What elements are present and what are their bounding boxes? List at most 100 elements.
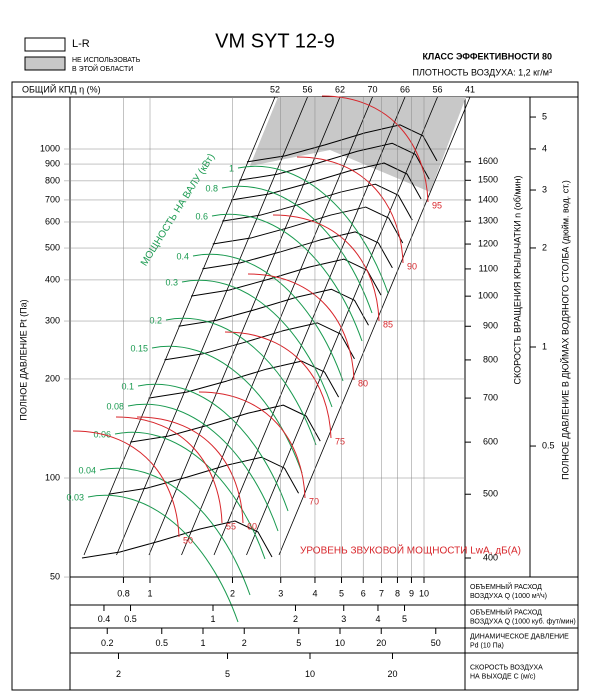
legend-swatch [24,56,66,71]
rpm-tick-label: 1200 [478,238,498,248]
power-curve [165,317,317,446]
efficiency-line [213,96,406,556]
title: VM SYT 12-9 [215,30,335,52]
efficiency-line [148,96,341,556]
sound-curve [198,391,306,499]
x-tick-label: 4 [312,588,317,598]
inch-tick-label: 1 [542,341,547,351]
rpm-tick-label: 500 [483,489,498,499]
inch-title: ПОЛНОЕ ДАВЛЕНИЕ В ДЮЙМАХ ВОДЯНОГО СТОЛБА… [559,180,570,480]
rpm-tick-label: 900 [483,321,498,331]
power-label: 1 [229,163,234,173]
rpm-tick-label: 1500 [478,175,498,185]
x-tick-label: 3 [341,614,346,624]
power-curve [114,431,266,560]
fan-curve [230,162,422,201]
x-tick-label: 4 [375,614,380,624]
sound-label: 70 [309,496,319,506]
fan-curve [108,456,299,495]
y-tick-label: 500 [45,242,60,252]
power-curve [237,165,389,294]
axis-title: ОБЪЕМНЫЙ РАСХОД ВОЗДУХА Q (1000 м³/ч) [470,582,547,600]
y-axis-title: ПОЛНОЕ ДАВЛЕНИЕ Pt (Па) [18,299,28,420]
x-tick-label: 0.5 [124,614,137,624]
efficiency-label: 56 [432,84,442,94]
x-tick-label: 9 [409,588,414,598]
legend-text: НЕ ИСПОЛЬЗОВАТЬ [72,57,141,64]
y-tick-label: 1000 [40,143,60,153]
y-tick-label: 600 [45,216,60,226]
inch-tick-label: 5 [542,111,547,121]
x-tick-label: 0.2 [101,638,114,648]
x-tick-label: 2 [293,614,298,624]
efficiency-label: 70 [367,84,377,94]
sound-label: 55 [226,521,236,531]
sound-label: 95 [432,200,442,210]
power-label: 0.08 [106,401,124,411]
rpm-tick-label: 700 [483,392,498,402]
power-label: 0.2 [149,315,162,325]
rpm-tick-label: 1400 [478,194,498,204]
sound-label: 90 [407,261,417,271]
sound-curve [115,416,223,524]
fan-curve [202,231,393,270]
power-label: 0.03 [66,492,84,502]
x-tick-label: 5 [339,588,344,598]
y-tick-label: 100 [45,472,60,482]
sound-curve [247,273,355,381]
rpm-tick-label: 600 [483,437,498,447]
sound-curve [272,214,380,322]
y-tick-label: 900 [45,158,60,168]
x-tick-label: 8 [395,588,400,598]
power-curve [192,253,344,382]
x-tick-label: 1 [147,588,152,598]
inch-tick-label: 0.5 [542,440,555,450]
x-tick-label: 5 [402,614,407,624]
x-tick-label: 0.4 [98,614,111,624]
axis-title: ДИНАМИЧЕСКОЕ ДАВЛЕНИЕ Pd (10 Па) [470,633,569,649]
y-tick-label: 400 [45,274,60,284]
efficiency-label: 52 [270,84,280,94]
x-tick-label: 20 [376,638,386,648]
x-tick-label: 1 [210,614,215,624]
sound-curve [72,430,180,538]
power-label: 0.15 [130,343,148,353]
fan-curve [222,183,413,222]
inch-tick-label: 4 [542,143,547,153]
power-label: 0.6 [195,211,208,221]
power-label: 0.4 [176,251,189,261]
y-tick-label: 800 [45,175,60,185]
fan-curve [164,322,355,361]
rpm-tick-label: 1100 [479,263,498,273]
rpm-tick-label: 800 [483,354,498,364]
y-tick-label: 300 [45,315,60,325]
sound-label: 75 [335,436,345,446]
sound-label: 60 [247,521,257,531]
y-tick-label: 200 [45,373,60,383]
rpm-tick-label: 1300 [478,216,498,226]
power-curve [181,279,333,408]
efficiency-label: 41 [465,84,475,94]
x-tick-label: 10 [335,638,345,648]
fan-curve [212,206,404,245]
x-tick-label: 10 [305,669,315,679]
efficiency-label: 62 [335,84,345,94]
rpm-title: СКОРОСТЬ ВРАЩЕНИЯ КРЫЛЬЧАТКИ n (об/мин) [512,175,522,384]
legend-text: L-R [72,38,90,50]
efficiency-line [246,96,438,556]
axis-title: ОБЪЕМНЫЙ РАСХОД ВОЗДУХА Q (1000 куб. фут/… [470,607,576,625]
x-tick-label: 6 [361,588,366,598]
fan-curve [130,404,321,443]
x-tick-label: 7 [379,588,384,598]
fan-curve [190,258,382,297]
fan-curve [81,520,273,559]
inch-tick-label: 2 [542,242,547,252]
y-tick-label: 50 [50,571,60,581]
x-tick-label: 2 [242,638,247,648]
power-label: 0.8 [205,183,218,193]
power-curve [127,403,279,532]
y-tick-label: 700 [45,194,60,204]
sound-curve [136,416,244,524]
